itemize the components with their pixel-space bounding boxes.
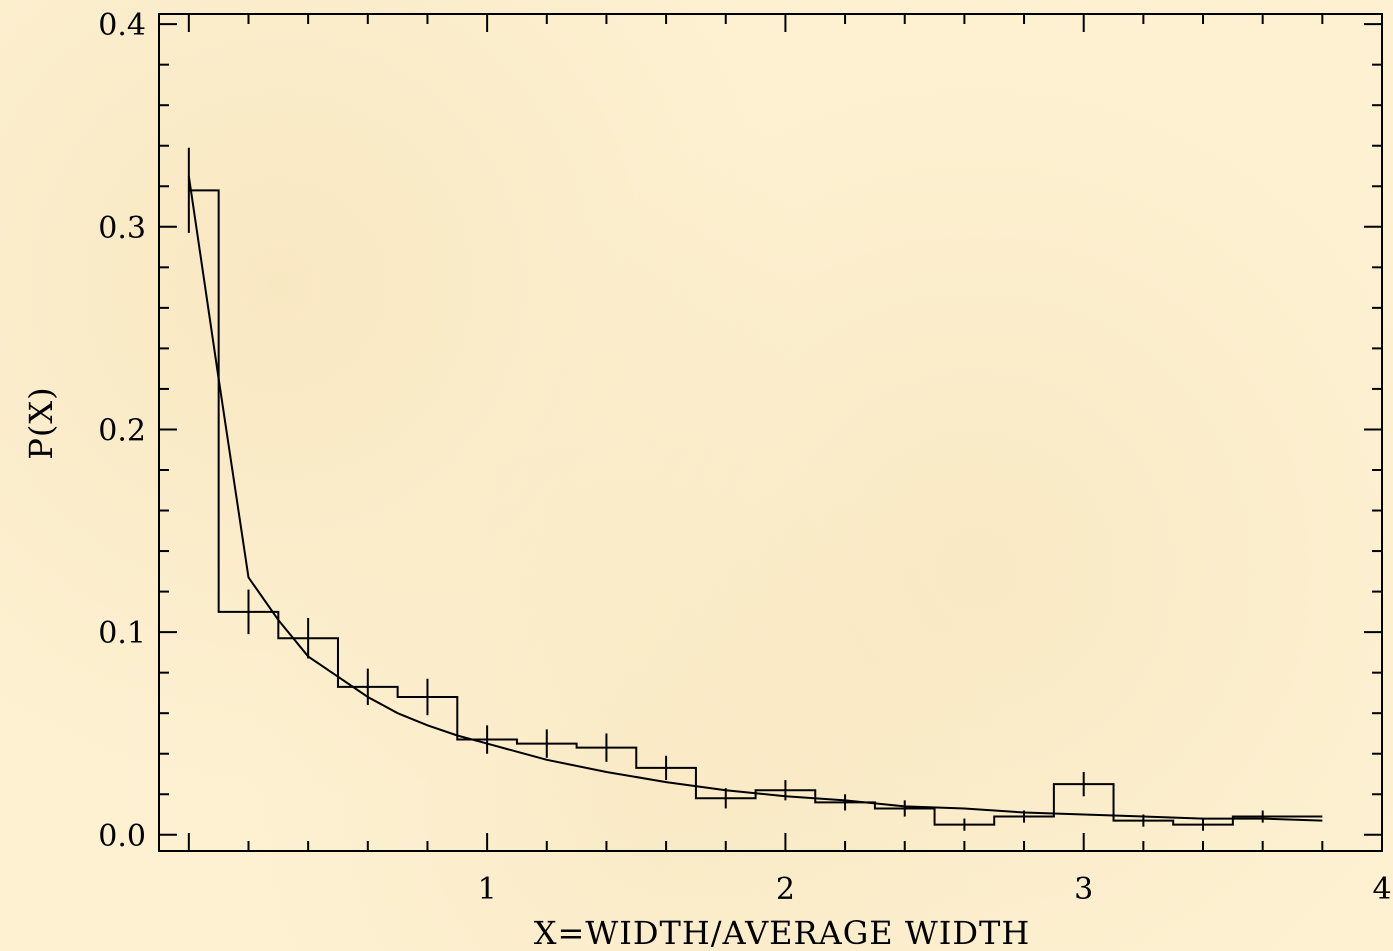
x-tick-label: 4 [1372, 872, 1391, 907]
ticks-layer [159, 14, 1383, 851]
y-tick-label: 0.3 [98, 211, 146, 246]
errorbar-layer [187, 147, 1264, 831]
y-tick-label: 0.2 [98, 413, 146, 448]
fit-curve [187, 175, 1323, 822]
y-tick-label: 0.1 [98, 616, 146, 651]
histogram-layer [188, 189, 1323, 826]
x-tick-label: 2 [776, 872, 795, 907]
x-tick-label: 1 [478, 872, 497, 907]
y-tick-label: 0.4 [98, 8, 146, 43]
y-axis-title: P(X) [22, 386, 60, 459]
labels-layer: 1 2 3 4 0.0 0.1 0.2 0.3 0.4 [98, 8, 1391, 907]
plot-frame [158, 13, 1383, 852]
plot-frame-layer [158, 13, 1383, 852]
histogram-line [188, 189, 1323, 826]
fit-layer [187, 175, 1323, 822]
x-axis-title: X=WIDTH/AVERAGE WIDTH [534, 914, 1031, 951]
x-tick-label: 3 [1074, 872, 1093, 907]
y-tick-label: 0.0 [98, 819, 146, 854]
